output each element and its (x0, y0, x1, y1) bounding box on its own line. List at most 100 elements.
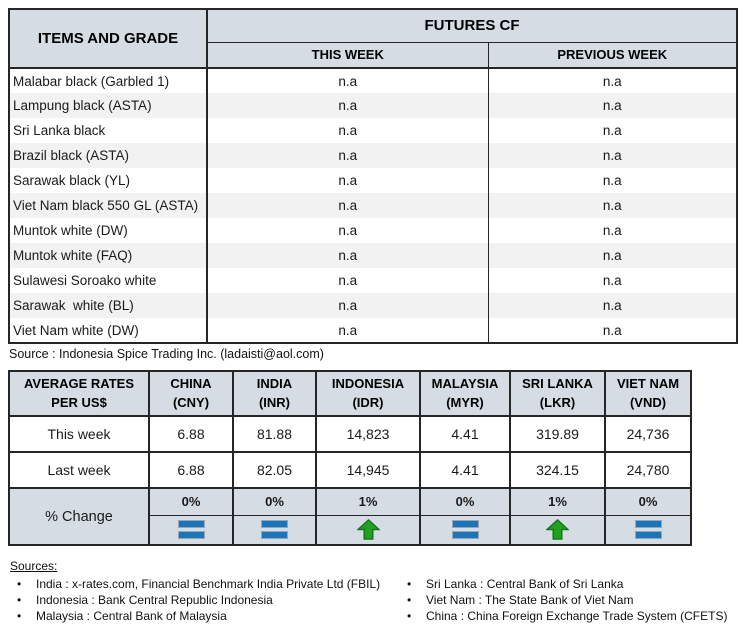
item-name: Sri Lanka black (9, 118, 208, 143)
this-week-value: n.a (207, 243, 489, 268)
item-name: Muntok white (DW) (9, 218, 208, 243)
last-week-row-label: Last week (8, 451, 150, 489)
this-week-rate: 6.88 (148, 415, 234, 453)
futures-row: Viet Nam white (DW) n.a n.a (9, 318, 737, 343)
previous-week-column-header: PREVIOUS WEEK (488, 42, 737, 69)
item-name: Viet Nam black 550 GL (ASTA) (9, 193, 208, 218)
previous-week-value: n.a (602, 173, 622, 188)
last-week-rate: 14,945 (315, 451, 421, 489)
futures-row: Viet Nam black 550 GL (ASTA) n.a n.a (9, 193, 737, 218)
futures-row: Sri Lanka black n.a n.a (9, 118, 737, 143)
this-week-rate: 81.88 (232, 415, 317, 453)
this-week-value: n.a (207, 293, 489, 318)
source-item: India : x-rates.com, Financial Benchmark… (8, 576, 398, 592)
this-week-value: n.a (207, 218, 489, 243)
equal-bar-bottom (451, 531, 479, 540)
previous-week-value: n.a (602, 273, 622, 288)
country-column-header: SRI LANKA (LKR) (509, 370, 606, 417)
futures-row: Lampung black (ASTA) n.a n.a (9, 93, 737, 118)
pct-change-value: 1% (509, 487, 606, 516)
this-week-rate: 319.89 (509, 415, 606, 453)
equal-icon (261, 520, 288, 540)
item-name: Sarawak black (YL) (9, 168, 208, 193)
futures-table: ITEMS AND GRADE FUTURES CF THIS WEEK PRE… (8, 8, 738, 344)
equal-bar-top (261, 520, 288, 529)
trend-cell (419, 514, 511, 546)
pct-change-value: 0% (232, 487, 317, 516)
pct-change-row-label: % Change (8, 487, 150, 546)
country-column-header: CHINA (CNY) (148, 370, 234, 417)
average-rates-table: AVERAGE RATES PER US$ CHINA (CNY) INDIA (INR… (8, 370, 692, 546)
futures-row: Sarawak white (BL) n.a n.a (9, 293, 737, 318)
this-week-rate: 24,736 (604, 415, 692, 453)
up-arrow-icon (546, 519, 569, 541)
average-rates-header: AVERAGE RATES PER US$ (8, 370, 150, 417)
item-name: Malabar black (Garbled 1) (9, 68, 208, 93)
item-name: Viet Nam white (DW) (9, 318, 208, 343)
currency-code: (IDR) (352, 394, 384, 410)
equal-bar-bottom (634, 531, 662, 540)
trend-cell (604, 514, 692, 546)
pct-change-value: 1% (315, 487, 421, 516)
item-name: Sarawak white (BL) (9, 293, 208, 318)
country-name: CHINA (170, 375, 212, 391)
country-name: INDONESIA (331, 375, 405, 391)
country-name: SRI LANKA (522, 375, 593, 391)
trend-cell (509, 514, 606, 546)
average-rates-header-line1: AVERAGE RATES (23, 375, 135, 391)
this-week-value: n.a (207, 318, 489, 343)
source-item: Sri Lanka : Central Bank of Sri Lanka (398, 576, 727, 592)
trend-cell (232, 514, 317, 546)
items-and-grade-header: ITEMS AND GRADE (9, 9, 208, 69)
previous-week-value: n.a (602, 148, 622, 163)
this-week-value: n.a (207, 93, 489, 118)
equal-bar-top (451, 520, 479, 529)
pct-change-value: 0% (604, 487, 692, 516)
futures-cf-header: FUTURES CF (207, 9, 737, 43)
country-column-header: INDIA (INR) (232, 370, 317, 417)
country-column-header: INDONESIA (IDR) (315, 370, 421, 417)
equal-icon (177, 520, 205, 540)
sources-section: Sources: India : x-rates.com, Financial … (8, 559, 743, 624)
previous-week-value: n.a (602, 123, 622, 138)
country-column-header: MALAYSIA (MYR) (419, 370, 511, 417)
last-week-rate: 4.41 (419, 451, 511, 489)
previous-week-value: n.a (602, 322, 622, 338)
pct-change-value: 0% (148, 487, 234, 516)
source-item: Viet Nam : The State Bank of Viet Nam (398, 592, 727, 608)
currency-code: (MYR) (446, 394, 484, 410)
item-name: Muntok white (FAQ) (9, 243, 208, 268)
equal-bar-top (177, 520, 205, 529)
last-week-rate: 24,780 (604, 451, 692, 489)
item-name: Sulawesi Soroako white (9, 268, 208, 293)
previous-week-value: n.a (602, 73, 622, 89)
sources-heading: Sources: (10, 559, 58, 573)
item-name: Brazil black (ASTA) (9, 143, 208, 168)
equal-bar-bottom (177, 531, 205, 540)
country-name: MALAYSIA (431, 375, 499, 391)
trend-cell (315, 514, 421, 546)
previous-week-value: n.a (602, 248, 622, 263)
last-week-rate: 324.15 (509, 451, 606, 489)
futures-row: Brazil black (ASTA) n.a n.a (9, 143, 737, 168)
this-week-value: n.a (207, 193, 489, 218)
equal-icon (451, 520, 479, 540)
equal-bar-bottom (261, 531, 288, 540)
futures-row: Muntok white (DW) n.a n.a (9, 218, 737, 243)
pct-change-value: 0% (419, 487, 511, 516)
item-name: Lampung black (ASTA) (9, 93, 208, 118)
trend-cell (148, 514, 234, 546)
this-week-value: n.a (207, 143, 489, 168)
futures-row: Muntok white (FAQ) n.a n.a (9, 243, 737, 268)
this-week-rate: 4.41 (419, 415, 511, 453)
currency-code: (INR) (258, 394, 291, 410)
previous-week-value: n.a (602, 98, 622, 113)
this-week-value: n.a (207, 68, 489, 93)
previous-week-value: n.a (602, 298, 622, 313)
country-column-header: VIET NAM (VND) (604, 370, 692, 417)
last-week-rate: 6.88 (148, 451, 234, 489)
country-name: VIET NAM (616, 375, 680, 391)
currency-code: (VND) (629, 394, 667, 410)
this-week-value: n.a (207, 168, 489, 193)
